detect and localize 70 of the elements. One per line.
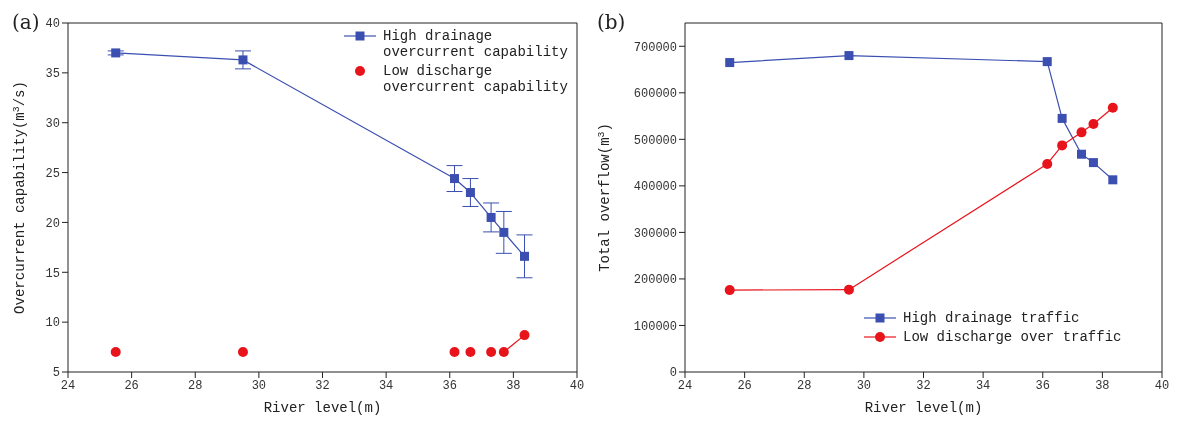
point — [1108, 175, 1118, 185]
legend-label: High drainage traffic — [903, 310, 1080, 326]
x-tick-label: 24 — [60, 378, 76, 393]
y-tick-label: 600000 — [633, 87, 677, 102]
point — [238, 55, 248, 65]
x-tick-label: 38 — [1095, 378, 1110, 393]
point — [465, 347, 476, 358]
x-tick-label: 30 — [251, 378, 267, 393]
y-tick-label: 25 — [45, 166, 60, 181]
x-tick-label: 24 — [677, 378, 693, 393]
point — [1042, 159, 1053, 169]
x-tick-label: 34 — [378, 378, 394, 393]
y-tick-label: 5 — [52, 366, 60, 381]
y-tick-label: 10 — [45, 316, 60, 331]
x-tick-label: 28 — [188, 378, 203, 393]
x-tick-label: 38 — [506, 378, 521, 393]
x-tick-label: 28 — [797, 378, 812, 393]
y-tick-label: 100000 — [633, 319, 677, 334]
x-axis-title: River level(m) — [263, 400, 382, 416]
point — [1107, 102, 1118, 113]
y-tick-label: 30 — [45, 116, 60, 131]
point — [520, 251, 530, 261]
point — [519, 330, 530, 341]
point — [1077, 149, 1087, 159]
y-tick-label: 15 — [45, 266, 60, 281]
y-tick-label: 20 — [45, 216, 60, 231]
x-tick-label: 32 — [315, 378, 330, 393]
point — [486, 212, 496, 222]
y-tick-label: 700000 — [633, 40, 677, 55]
x-tick-label: 26 — [737, 378, 752, 393]
point — [449, 347, 460, 358]
x-tick-label: 36 — [442, 378, 457, 393]
point — [111, 48, 121, 58]
x-tick-label: 40 — [1154, 378, 1170, 393]
point — [486, 347, 497, 358]
point — [1057, 140, 1068, 151]
x-axis-title: River level(m) — [864, 400, 983, 416]
y-tick-label: 300000 — [633, 226, 677, 241]
point — [843, 284, 854, 295]
point — [465, 188, 475, 198]
point — [844, 51, 854, 61]
y-tick-label: 200000 — [633, 273, 677, 288]
x-tick-label: 30 — [856, 378, 872, 393]
legend-label: Low discharge over traffic — [903, 329, 1122, 345]
chart-title: (a) — [12, 10, 40, 34]
point — [1076, 127, 1087, 138]
legend-label: High drainage overcurrent capability — [383, 28, 569, 60]
y-tick-label: 40 — [45, 17, 60, 32]
y-tick-label: 35 — [45, 67, 60, 82]
point — [1042, 57, 1052, 67]
y-tick-label: 500000 — [633, 133, 677, 148]
x-tick-label: 32 — [916, 378, 931, 393]
point — [1057, 113, 1067, 123]
legend-label: Low discharge overcurrent capability — [383, 63, 569, 95]
point — [110, 347, 121, 358]
point — [1088, 118, 1099, 129]
x-tick-label: 36 — [1035, 378, 1050, 393]
x-tick-label: 40 — [569, 378, 585, 393]
point — [450, 174, 460, 184]
x-tick-label: 26 — [124, 378, 139, 393]
y-tick-label: 0 — [669, 366, 677, 381]
point — [499, 227, 509, 237]
point — [724, 285, 735, 296]
point — [1088, 158, 1098, 168]
point — [237, 347, 248, 358]
point — [498, 347, 509, 358]
point — [725, 58, 735, 68]
y-tick-label: 400000 — [633, 180, 677, 195]
x-tick-label: 34 — [975, 378, 991, 393]
chart-title: (b) — [597, 10, 626, 34]
